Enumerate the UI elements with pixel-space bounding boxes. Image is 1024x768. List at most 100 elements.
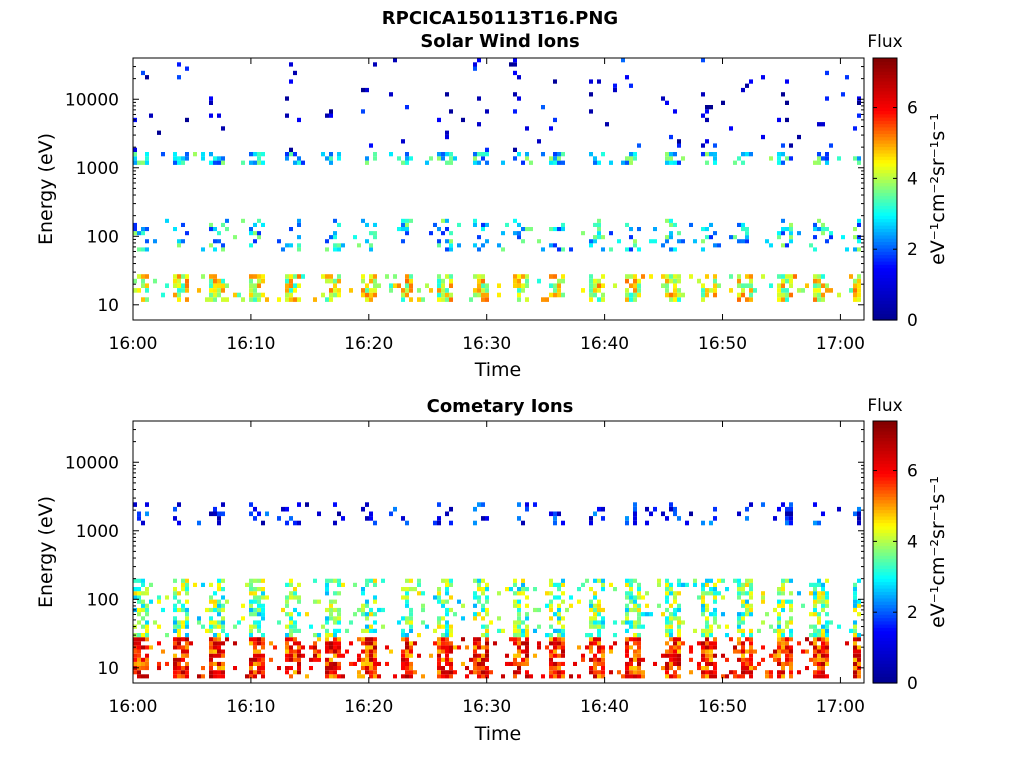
heatmap-cell	[577, 587, 581, 592]
heatmap-cell	[665, 591, 669, 596]
heatmap-cell	[813, 227, 817, 232]
heatmap-cell	[741, 591, 745, 596]
heatmap-cell	[449, 582, 453, 587]
heatmap-cell	[549, 591, 553, 596]
heatmap-cell	[557, 661, 561, 666]
colorbar-swatch	[873, 515, 897, 520]
heatmap-cell	[177, 607, 181, 613]
heatmap-cell	[709, 578, 713, 583]
heatmap-cell	[285, 612, 289, 617]
heatmap-cell	[445, 587, 449, 592]
colorbar-swatch	[873, 669, 897, 674]
heatmap-cell	[377, 607, 381, 613]
heatmap-cell	[677, 274, 681, 279]
heatmap-cell	[581, 657, 585, 662]
heatmap-cell	[473, 653, 477, 658]
heatmap-cell	[525, 126, 529, 131]
heatmap-cell	[677, 582, 681, 587]
heatmap-cell	[449, 666, 453, 671]
heatmap-cell	[517, 516, 521, 521]
heatmap-cell	[409, 620, 413, 625]
heatmap-cell	[177, 243, 181, 248]
heatmap-cell	[361, 666, 365, 671]
heatmap-cell	[789, 616, 793, 621]
heatmap-cell	[481, 222, 485, 227]
heatmap-cell	[817, 616, 821, 621]
heatmap-cell	[525, 587, 529, 592]
heatmap-cell	[133, 156, 137, 161]
heatmap-cell	[813, 674, 817, 679]
heatmap-cell	[369, 516, 373, 521]
heatmap-cell	[549, 603, 553, 608]
heatmap-cell	[517, 502, 521, 507]
heatmap-cell	[257, 603, 261, 608]
heatmap-cell	[209, 620, 213, 625]
heatmap-cell	[609, 160, 613, 165]
heatmap-cell	[177, 657, 181, 662]
heatmap-cell	[441, 649, 445, 654]
heatmap-cell	[821, 122, 825, 127]
heatmap-cell	[485, 288, 489, 293]
heatmap-cell	[673, 661, 677, 666]
heatmap-cell	[405, 620, 409, 625]
heatmap-cell	[821, 156, 825, 161]
heatmap-cell	[209, 624, 213, 629]
heatmap-cell	[297, 520, 301, 526]
heatmap-cell	[521, 520, 525, 526]
heatmap-cell	[145, 297, 149, 302]
heatmap-cell	[373, 641, 377, 646]
heatmap-cell	[589, 520, 593, 526]
heatmap-cell	[701, 58, 705, 63]
heatmap-cell	[297, 641, 301, 646]
heatmap-cell	[701, 603, 705, 608]
heatmap-cell	[213, 278, 217, 284]
heatmap-cell	[209, 653, 213, 658]
heatmap-cell	[849, 628, 853, 633]
heatmap-cell	[513, 92, 517, 97]
heatmap-cell	[749, 653, 753, 658]
heatmap-cell	[629, 160, 633, 165]
heatmap-cell	[333, 641, 337, 646]
heatmap-cell	[405, 657, 409, 662]
heatmap-cell	[361, 603, 365, 608]
heatmap-cell	[361, 628, 365, 633]
heatmap-cell	[505, 653, 509, 658]
heatmap-cell	[549, 292, 553, 298]
heatmap-cell	[665, 624, 669, 629]
heatmap-cell	[665, 160, 669, 165]
heatmap-cell	[133, 649, 137, 654]
heatmap-cell	[445, 130, 449, 135]
heatmap-cell	[621, 674, 625, 679]
x-tick-label: 16:30	[462, 697, 511, 717]
heatmap-cell	[513, 674, 517, 679]
heatmap-cell	[285, 152, 289, 157]
heatmap-cell	[829, 288, 833, 293]
heatmap-cell	[329, 278, 333, 284]
heatmap-cell	[161, 607, 165, 613]
colorbar-tick-label: 2	[907, 603, 918, 623]
heatmap-cell	[141, 637, 145, 642]
heatmap-cell	[669, 502, 673, 507]
heatmap-cell	[777, 649, 781, 654]
heatmap-cell	[693, 239, 697, 244]
heatmap-cell	[853, 641, 857, 646]
heatmap-cell	[641, 624, 645, 629]
colorbar-tick-label: 6	[907, 99, 918, 119]
heatmap-cell	[441, 599, 445, 604]
heatmap-cell	[257, 292, 261, 298]
heatmap-cell	[589, 243, 593, 248]
heatmap-cell	[553, 288, 557, 293]
heatmap-cell	[241, 160, 245, 165]
heatmap-cell	[185, 283, 189, 288]
heatmap-cell	[217, 607, 221, 613]
colorbar-swatch	[873, 617, 897, 622]
heatmap-cell	[157, 661, 161, 666]
heatmap-cell	[221, 126, 225, 131]
heatmap-cell	[593, 653, 597, 658]
heatmap-cell	[145, 653, 149, 658]
heatmap-cell	[817, 612, 821, 617]
heatmap-cell	[517, 607, 521, 613]
colorbar-swatch	[873, 561, 897, 566]
heatmap-cell	[817, 274, 821, 279]
heatmap-cell	[369, 645, 373, 650]
